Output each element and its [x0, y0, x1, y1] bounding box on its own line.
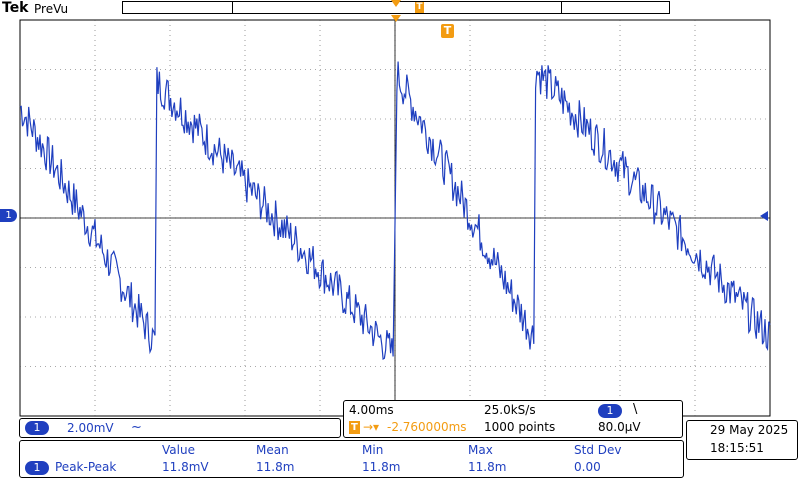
delay-arrow-icon: →▾ [363, 420, 380, 434]
record-length: 1000 points [484, 420, 556, 434]
status-bar: Tek PreVu T [0, 0, 800, 22]
measurement-min: 11.8m [362, 460, 401, 474]
trigger-point-marker[interactable]: T [441, 24, 454, 38]
trigger-delay: -2.760000ms [387, 420, 467, 434]
time: 18:15:51 [710, 441, 764, 455]
trigger-level-arrow-icon[interactable] [760, 211, 768, 221]
horizontal-trigger-readout[interactable]: 4.00ms 25.0kS/s 1 \ T →▾ -2.760000ms 100… [343, 400, 683, 438]
date-time-readout: 29 May 2025 18:15:51 [686, 420, 798, 460]
vertical-scale: 2.00mV [67, 421, 114, 435]
measurement-mean: 11.8m [256, 460, 295, 474]
column-header-value: Value [162, 443, 195, 457]
expansion-point-icon [391, 15, 401, 22]
sample-rate: 25.0kS/s [484, 403, 536, 417]
measurement-channel-badge: 1 [25, 461, 49, 475]
column-header-mean: Mean [256, 443, 289, 457]
column-header-std-dev: Std Dev [574, 443, 622, 457]
measurement-name: Peak-Peak [55, 460, 117, 474]
coupling-icon: ~ [131, 420, 142, 435]
measurement-std-dev: 0.00 [574, 460, 601, 474]
date: 29 May 2025 [710, 423, 789, 437]
trigger-source-badge: 1 [598, 404, 622, 418]
measurement-value: 11.8mV [162, 460, 209, 474]
channel-1-trace [19, 61, 771, 361]
time-per-division: 4.00ms [349, 403, 394, 417]
column-header-max: Max [468, 443, 493, 457]
brand-logo: Tek [2, 0, 29, 16]
trigger-position-icon [391, 0, 401, 7]
column-header-min: Min [362, 443, 384, 457]
record-trigger-marker: T [415, 2, 424, 13]
trigger-delay-icon: T [349, 421, 360, 434]
channel-1-ground-marker[interactable]: 1 [0, 209, 17, 222]
trigger-level: 80.0µV [598, 420, 641, 434]
measurement-table[interactable]: Value Mean Min Max Std Dev 1 Peak-Peak 1… [19, 440, 684, 478]
trigger-slope-icon: \ [633, 402, 638, 417]
measurement-max: 11.8m [468, 460, 507, 474]
acquisition-mode: PreVu [34, 2, 69, 16]
channel-1-badge: 1 [25, 421, 49, 435]
channel-1-scale-readout[interactable]: 1 2.00mV ~ [19, 418, 341, 438]
